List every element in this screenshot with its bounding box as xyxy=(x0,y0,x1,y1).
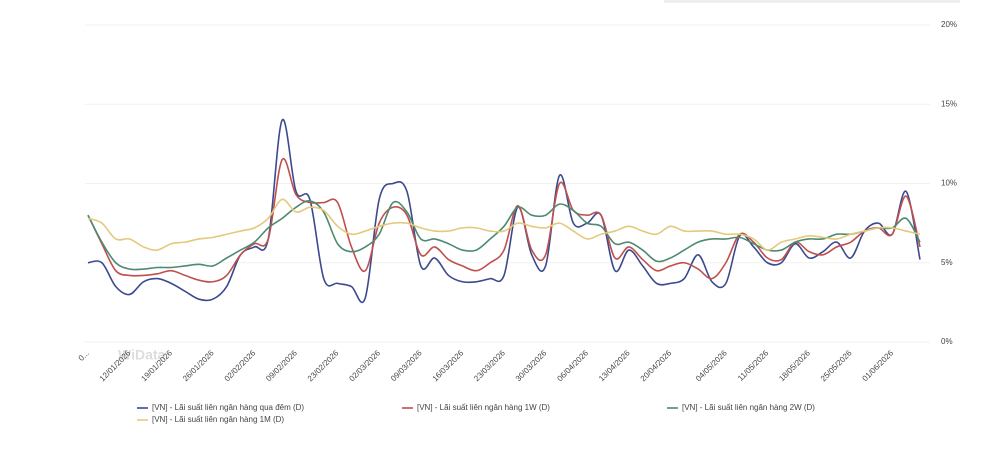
series-line xyxy=(87,198,921,251)
x-tick-label: 30/03/2026 xyxy=(514,348,549,383)
x-tick-label: 12/01/2026 xyxy=(98,348,133,383)
x-tick-label: 23/03/2026 xyxy=(472,348,507,383)
top-bar xyxy=(664,0,960,3)
y-tick-label: 0% xyxy=(941,337,953,346)
x-tick-label: 26/01/2026 xyxy=(181,348,216,383)
y-tick-label: 10% xyxy=(941,179,957,188)
x-tick-label: 11/05/2026 xyxy=(736,348,771,383)
x-tick-label: 09/02/2026 xyxy=(264,348,299,383)
x-tick-label: 02/02/2026 xyxy=(223,348,258,383)
x-tick-label: 18/05/2026 xyxy=(777,348,812,383)
y-tick-label: 20% xyxy=(941,20,957,29)
x-tick-label: 01/06/2026 xyxy=(860,348,895,383)
x-tick-label: 0... xyxy=(77,349,91,363)
x-tick-label: 25/05/2026 xyxy=(819,348,854,383)
y-tick-label: 15% xyxy=(941,99,957,108)
x-tick-label: 09/03/2026 xyxy=(389,348,424,383)
x-tick-label: 06/04/2026 xyxy=(555,348,590,383)
x-tick-label: 20/04/2026 xyxy=(639,348,674,383)
series-line xyxy=(87,200,921,271)
series-line xyxy=(87,119,921,304)
series-line xyxy=(87,158,921,283)
legend-label: [VN] - Lãi suất liên ngân hàng 2W (D) xyxy=(682,403,815,412)
x-tick-label: 04/05/2026 xyxy=(694,348,729,383)
x-tick-label: 16/03/2026 xyxy=(431,348,466,383)
legend-label: [VN] - Lãi suất liên ngân hàng 1W (D) xyxy=(417,403,550,412)
x-tick-label: 23/02/2026 xyxy=(306,348,341,383)
x-tick-label: 02/03/2026 xyxy=(347,348,382,383)
x-tick-label: 13/04/2026 xyxy=(597,348,632,383)
legend-label: [VN] - Lãi suất liên ngân hàng 1M (D) xyxy=(152,415,284,424)
y-tick-label: 5% xyxy=(941,258,953,267)
legend-label: [VN] - Lãi suất liên ngân hàng qua đêm (… xyxy=(152,403,304,412)
watermark: WiData xyxy=(118,347,166,363)
